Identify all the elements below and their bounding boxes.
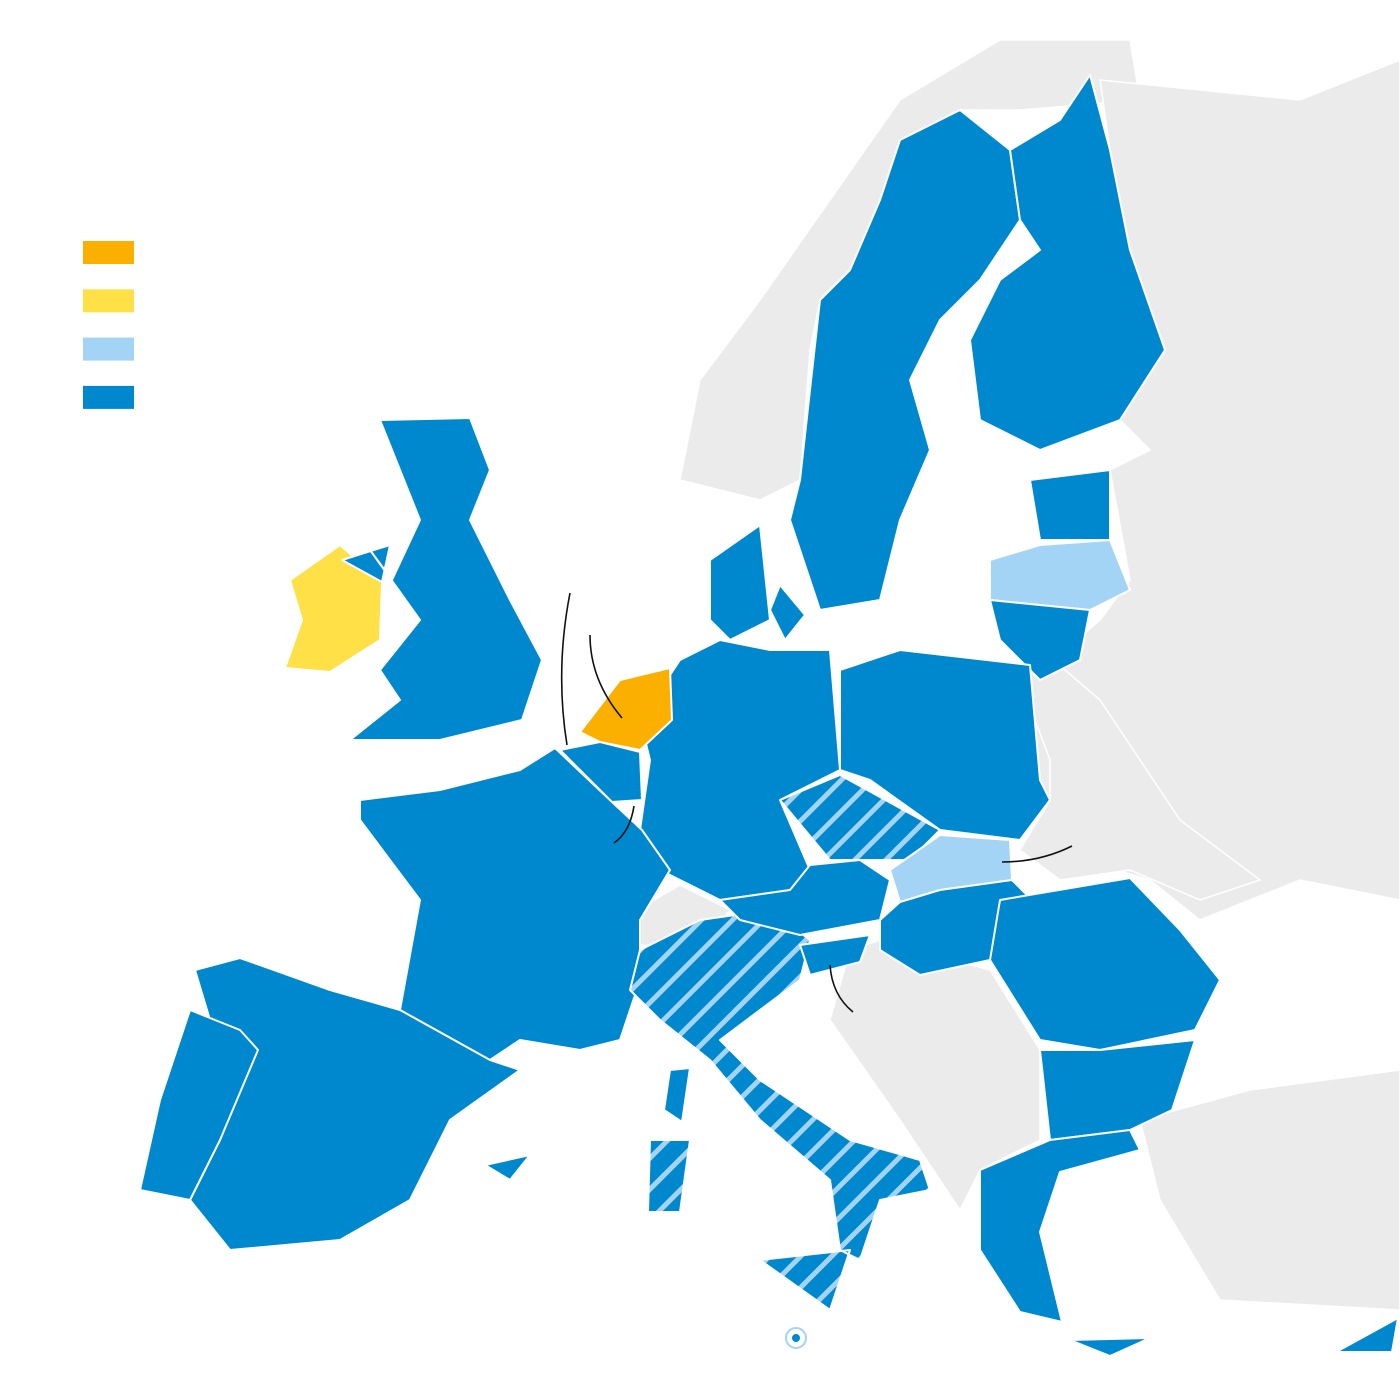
country-greece[interactable]: [979, 1129, 1151, 1357]
belarus-ukraine: [1019, 638, 1262, 901]
country-portugal[interactable]: [139, 1009, 259, 1201]
legend-swatch: [83, 241, 134, 264]
leader-line-slovenia: [829, 964, 854, 1013]
leader-line-luxembourg: [613, 805, 635, 844]
country-lithuania[interactable]: [989, 599, 1091, 681]
country-slovenia[interactable]: [799, 934, 871, 976]
country-italy[interactable]: [629, 909, 931, 1311]
black-sea: [1190, 910, 1400, 1040]
country-cyprus[interactable]: [1335, 1317, 1399, 1353]
leader-line-netherlands: [589, 634, 623, 719]
leader-lines: [560, 592, 1073, 1013]
turkey: [1139, 1069, 1400, 1311]
leader-line-belgium: [560, 592, 571, 746]
country-austria[interactable]: [719, 859, 891, 936]
legend-swatch: [83, 337, 134, 361]
country-finland[interactable]: [969, 74, 1166, 451]
legend-swatch: [83, 385, 134, 409]
non-member-land: [618, 39, 1400, 1311]
country-romania[interactable]: [989, 877, 1221, 1051]
country-ireland[interactable]: [284, 544, 383, 673]
country-united-kingdom[interactable]: [341, 417, 543, 741]
malta-highlight-ring: [785, 1327, 807, 1349]
country-sweden[interactable]: [789, 109, 1021, 611]
countries: [139, 74, 1399, 1357]
leader-line-slovakia: [1001, 845, 1073, 863]
legend-swatch: [83, 289, 134, 313]
country-latvia[interactable]: [989, 539, 1131, 611]
country-estonia[interactable]: [1029, 469, 1111, 541]
legend: [83, 241, 134, 409]
country-malta[interactable]: [790, 1332, 802, 1344]
country-denmark[interactable]: [709, 524, 806, 641]
country-poland[interactable]: [839, 649, 1051, 841]
